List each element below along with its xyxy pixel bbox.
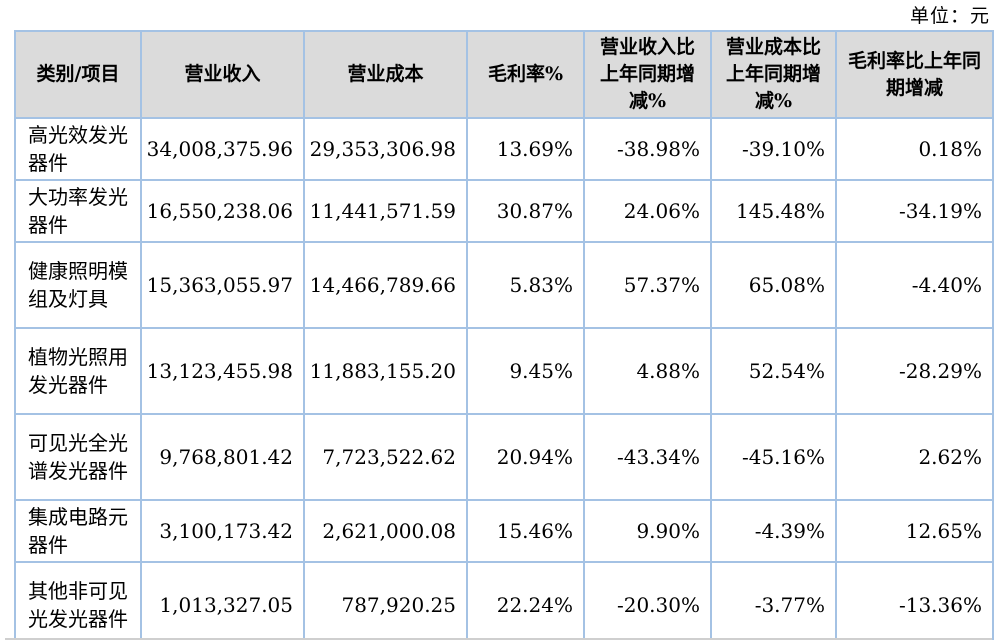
category-cell: 其他非可见光发光器件 (14, 561, 142, 640)
cost_yoy-cell: 65.08% (710, 241, 837, 329)
revenue_yoy-cell: -38.98% (583, 117, 712, 181)
gross_margin-cell: 5.83% (466, 241, 585, 329)
revenue-cell: 9,768,801.42 (140, 413, 305, 501)
revenue-cell: 15,363,055.97 (140, 241, 305, 329)
category-cell: 集成电路元器件 (14, 499, 142, 563)
cost-cell: 14,466,789.66 (303, 241, 468, 329)
table-row: 高光效发光器件 34,008,375.96 29,353,306.98 13.69% -… (14, 117, 994, 181)
margin_yoy-cell: -4.40% (835, 241, 994, 329)
header-row: 类别/项目 营业收入 营业成本 毛利率% 营业收入比上年同期增减% 营业成本比上… (14, 30, 994, 119)
revenue_yoy-cell: 24.06% (583, 179, 712, 243)
header-revenue: 营业收入 (140, 30, 305, 119)
cost-cell: 29,353,306.98 (303, 117, 468, 181)
gross_margin-cell: 20.94% (466, 413, 585, 501)
table-row: 集成电路元器件 3,100,173.42 2,621,000.08 15.46% 9.9… (14, 499, 994, 563)
table-body: 高光效发光器件 34,008,375.96 29,353,306.98 13.69% -… (14, 117, 994, 640)
cost-cell: 7,723,522.62 (303, 413, 468, 501)
cost_yoy-cell: -45.16% (710, 413, 837, 501)
gross_margin-cell: 13.69% (466, 117, 585, 181)
category-cell: 可见光全光谱发光器件 (14, 413, 142, 501)
header-gross-margin: 毛利率% (466, 30, 585, 119)
table-row: 可见光全光谱发光器件 9,768,801.42 7,723,522.62 20.94%… (14, 413, 994, 501)
category-cell: 高光效发光器件 (14, 117, 142, 181)
cost-cell: 11,441,571.59 (303, 179, 468, 243)
header-revenue-yoy: 营业收入比上年同期增减% (583, 30, 712, 119)
revenue-cell: 16,550,238.06 (140, 179, 305, 243)
margin_yoy-cell: 12.65% (835, 499, 994, 563)
cost_yoy-cell: -4.39% (710, 499, 837, 563)
unit-label: 单位：元 (909, 5, 990, 27)
cost_yoy-cell: -3.77% (710, 561, 837, 640)
cost_yoy-cell: 52.54% (710, 327, 837, 415)
revenue_yoy-cell: 9.90% (583, 499, 712, 563)
gross_margin-cell: 22.24% (466, 561, 585, 640)
table-row: 植物光照用发光器件 13,123,455.98 11,883,155.20 9.45%… (14, 327, 994, 415)
margin_yoy-cell: 2.62% (835, 413, 994, 501)
cost-cell: 11,883,155.20 (303, 327, 468, 415)
revenue_yoy-cell: -43.34% (583, 413, 712, 501)
gross_margin-cell: 30.87% (466, 179, 585, 243)
margin_yoy-cell: -34.19% (835, 179, 994, 243)
category-cell: 大功率发光器件 (14, 179, 142, 243)
revenue-cell: 13,123,455.98 (140, 327, 305, 415)
revenue-cell: 3,100,173.42 (140, 499, 305, 563)
header-margin-yoy: 毛利率比上年同期增减 (835, 30, 994, 119)
cost-cell: 2,621,000.08 (303, 499, 468, 563)
gross_margin-cell: 9.45% (466, 327, 585, 415)
revenue-cell: 1,013,327.05 (140, 561, 305, 640)
revenue_yoy-cell: 57.37% (583, 241, 712, 329)
margin_yoy-cell: 0.18% (835, 117, 994, 181)
revenue-cell: 34,008,375.96 (140, 117, 305, 181)
cost_yoy-cell: -39.10% (710, 117, 837, 181)
category-cell: 植物光照用发光器件 (14, 327, 142, 415)
revenue_yoy-cell: -20.30% (583, 561, 712, 640)
revenue-cost-margin-table: 类别/项目 营业收入 营业成本 毛利率% 营业收入比上年同期增减% 营业成本比上… (14, 30, 994, 640)
header-cost: 营业成本 (303, 30, 468, 119)
page-bottom-edge (5, 638, 992, 640)
table-row: 健康照明模组及灯具 15,363,055.97 14,466,789.66 5.83%… (14, 241, 994, 329)
margin_yoy-cell: -28.29% (835, 327, 994, 415)
gross_margin-cell: 15.46% (466, 499, 585, 563)
table-header: 类别/项目 营业收入 营业成本 毛利率% 营业收入比上年同期增减% 营业成本比上… (14, 30, 994, 119)
revenue_yoy-cell: 4.88% (583, 327, 712, 415)
cost_yoy-cell: 145.48% (710, 179, 837, 243)
header-cost-yoy: 营业成本比上年同期增减% (710, 30, 837, 119)
margin_yoy-cell: -13.36% (835, 561, 994, 640)
table-row: 大功率发光器件 16,550,238.06 11,441,571.59 30.87% 2… (14, 179, 994, 243)
category-cell: 健康照明模组及灯具 (14, 241, 142, 329)
cost-cell: 787,920.25 (303, 561, 468, 640)
table-row: 其他非可见光发光器件 1,013,327.05 787,920.25 22.24% -2… (14, 561, 994, 640)
header-category: 类别/项目 (14, 30, 142, 119)
